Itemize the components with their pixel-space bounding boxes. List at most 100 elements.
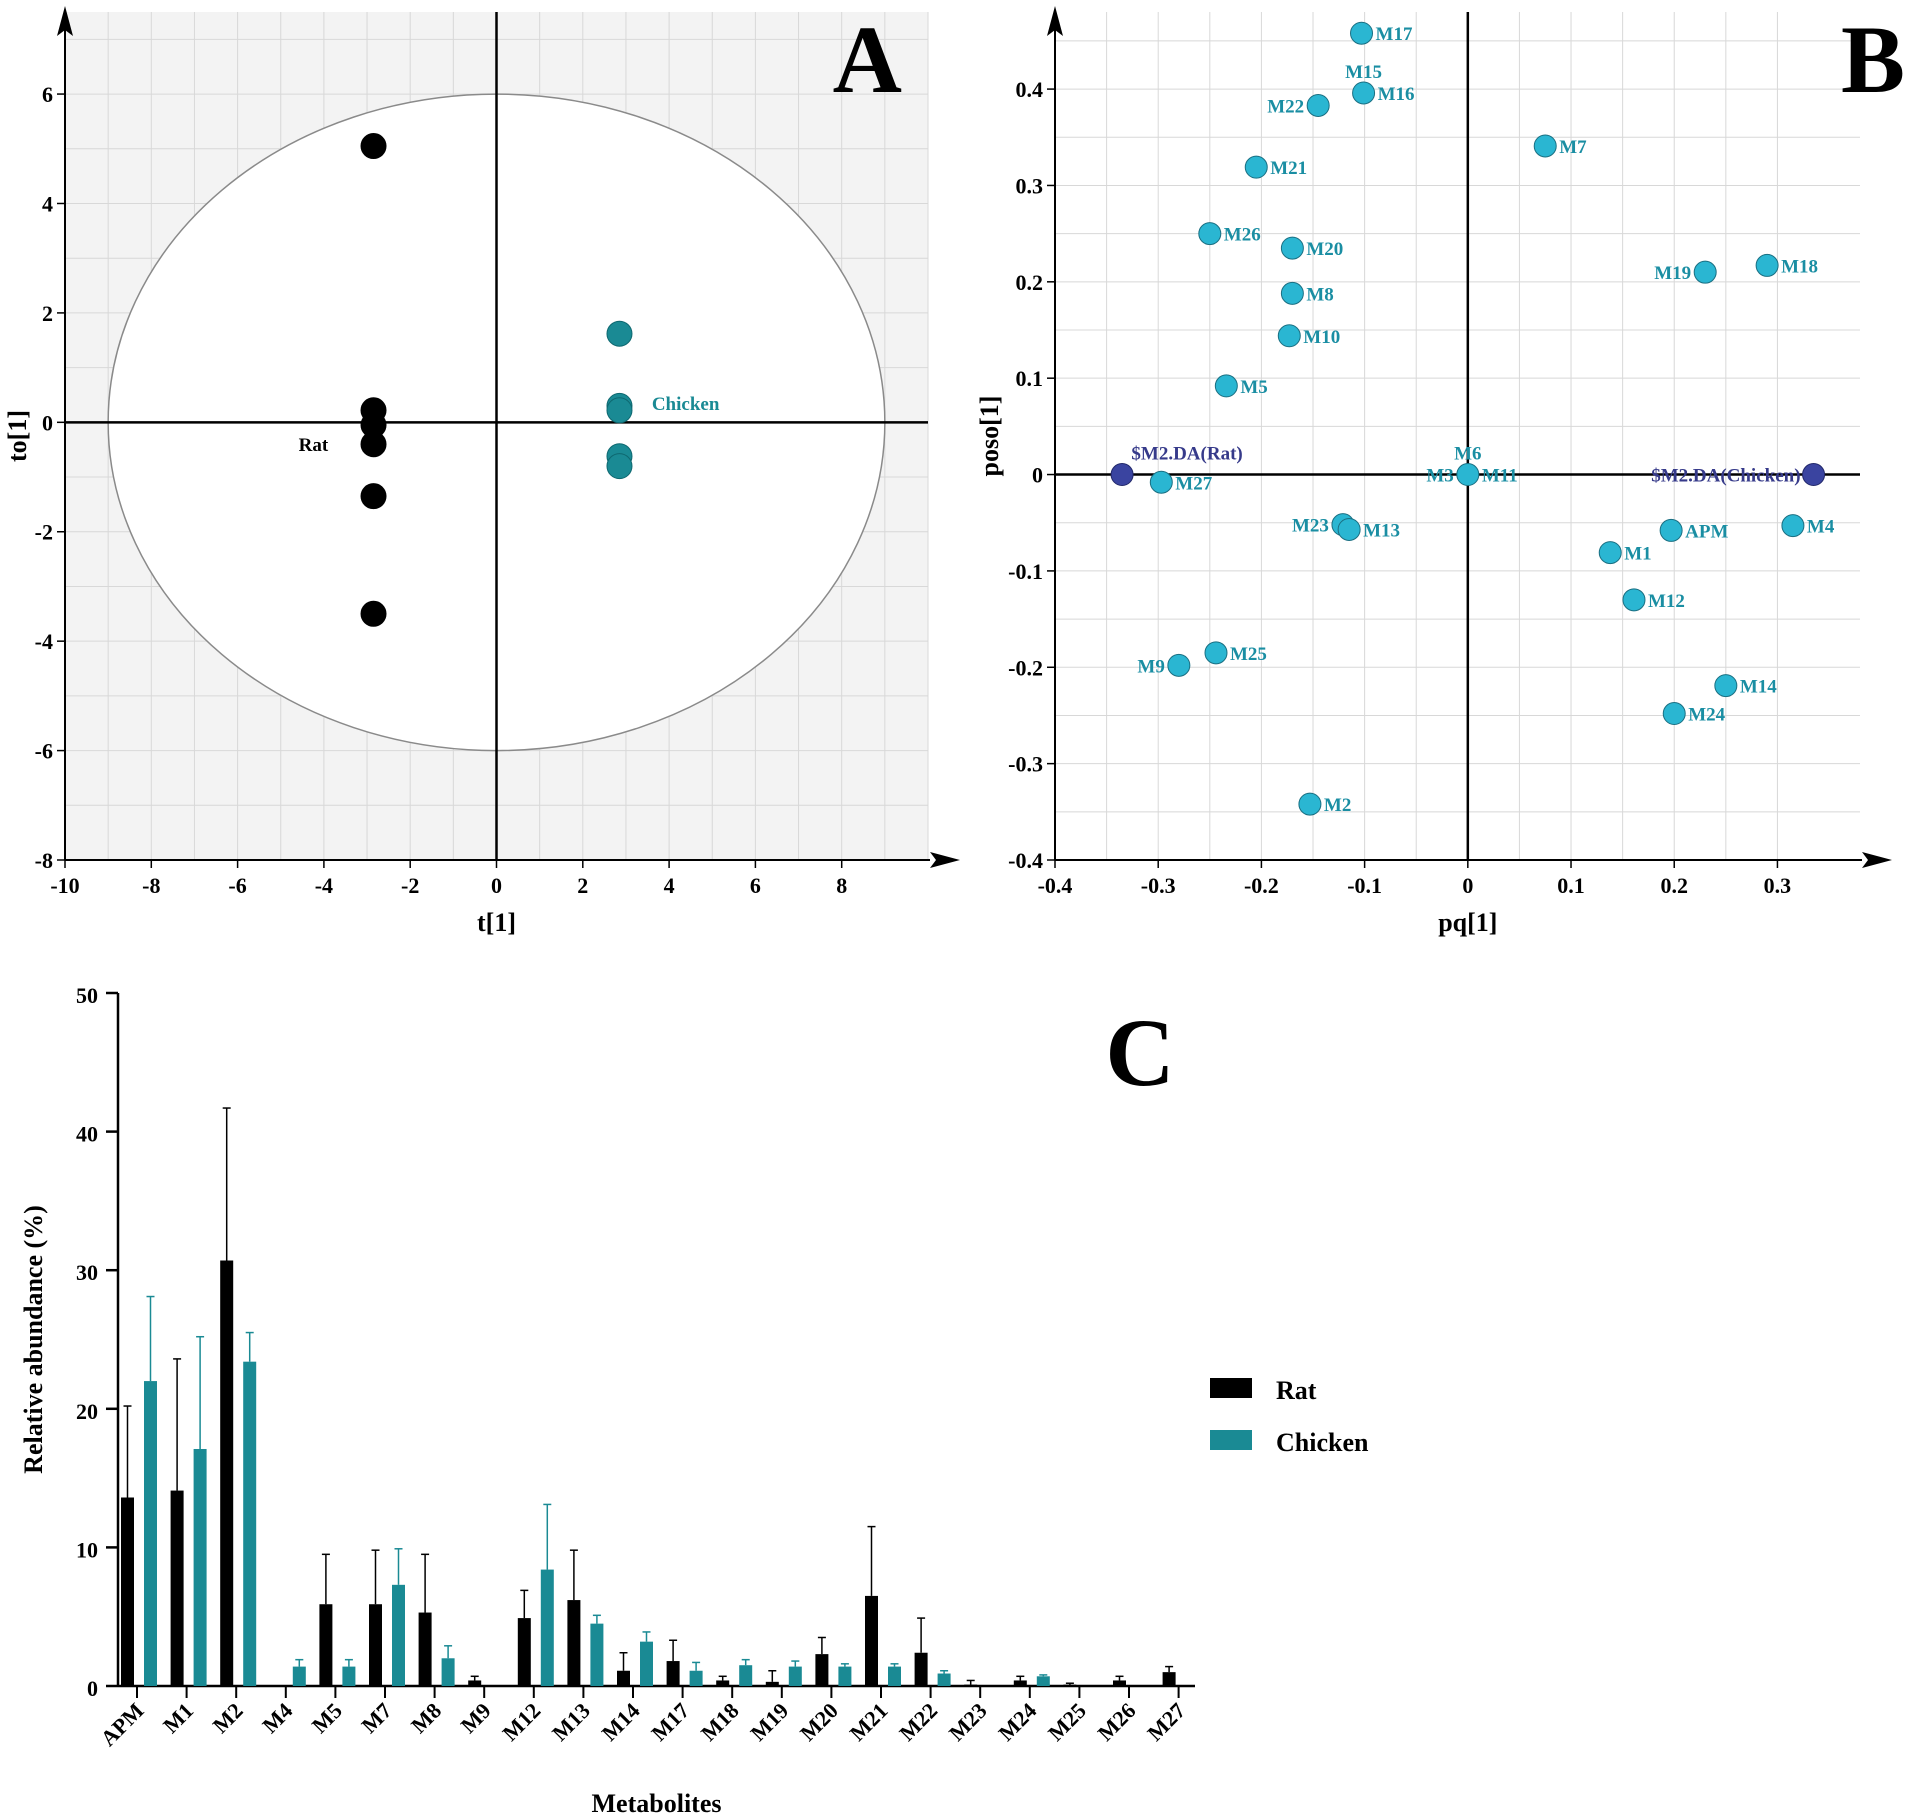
panel-a-letter: A	[833, 6, 902, 113]
rat-bar	[319, 1604, 333, 1686]
metabolite-point	[1277, 324, 1301, 348]
y-axis-title: Relative abundance (%)	[19, 1205, 48, 1474]
panel-b-letter: B	[1841, 6, 1905, 113]
x-tick-label: 0.3	[1764, 873, 1792, 898]
chicken-bar	[838, 1666, 852, 1686]
chicken-group-label: Chicken	[652, 394, 720, 415]
metabolite-label: M23	[1292, 516, 1329, 537]
category-label: M5	[307, 1698, 347, 1738]
metabolite-point	[1204, 641, 1228, 665]
rat-bar	[1063, 1684, 1077, 1686]
category-label: M13	[547, 1698, 595, 1746]
rat-bar	[369, 1604, 382, 1686]
rat-group-label: Rat	[299, 435, 329, 456]
rat-bar	[220, 1260, 234, 1686]
x-tick-label: 0.1	[1557, 873, 1585, 898]
category-label: M4	[257, 1698, 297, 1738]
category-label: M21	[845, 1698, 893, 1746]
metabolite-label: M6	[1454, 444, 1481, 465]
metabolite-label: M9	[1137, 656, 1164, 677]
chicken-bar	[788, 1666, 802, 1686]
y-tick-label: 6	[42, 82, 53, 107]
chicken-bar	[292, 1666, 306, 1686]
metabolite-point	[1693, 260, 1717, 284]
y-tick-label: 30	[76, 1260, 98, 1285]
metabolite-point	[1781, 514, 1805, 538]
chicken-bar	[144, 1381, 157, 1686]
rat-bar	[964, 1684, 978, 1686]
metabolite-point	[1456, 463, 1480, 487]
metabolite-label: M16	[1378, 84, 1415, 105]
x-tick-label: 2	[577, 873, 588, 898]
rat-bar	[170, 1490, 184, 1686]
metabolite-point	[1298, 792, 1322, 816]
metabolite-point	[1659, 518, 1683, 542]
chicken-bar	[193, 1448, 207, 1686]
metabolite-label: M10	[1303, 327, 1340, 348]
metabolite-point	[1280, 281, 1304, 305]
y-axis-arrow	[57, 6, 73, 36]
rat-sample-point	[360, 600, 387, 627]
metabolite-label: M22	[1267, 96, 1304, 117]
x-tick-label: -0.1	[1347, 873, 1382, 898]
class-da-label: $M2.DA(Chicken)	[1651, 466, 1800, 487]
y-tick-label: 0	[87, 1676, 98, 1701]
y-tick-label: 4	[42, 191, 53, 216]
rat-bar	[567, 1600, 581, 1686]
metabolite-point	[1280, 236, 1304, 260]
x-tick-label: -0.3	[1141, 873, 1176, 898]
metabolite-label: M5	[1240, 377, 1267, 398]
legend-label-chicken: Chicken	[1276, 1428, 1369, 1457]
category-label: M25	[1043, 1698, 1091, 1746]
x-tick-label: 6	[750, 873, 761, 898]
metabolite-point	[1755, 253, 1779, 277]
category-label: M23	[944, 1698, 992, 1746]
metabolite-point	[1714, 674, 1738, 698]
x-axis-arrow	[1862, 852, 1892, 868]
metabolite-label: M24	[1688, 705, 1725, 726]
category-label: M12	[497, 1698, 545, 1746]
x-tick-label: -0.4	[1038, 873, 1073, 898]
metabolite-label: M25	[1230, 644, 1267, 665]
category-label: M24	[993, 1698, 1041, 1746]
x-axis-title: pq[1]	[1438, 908, 1497, 937]
y-tick-label: 0.4	[1016, 77, 1044, 102]
chicken-bar	[640, 1641, 653, 1686]
rat-sample-point	[360, 483, 387, 510]
metabolite-label: M3	[1426, 466, 1453, 487]
metabolite-label: M27	[1175, 473, 1212, 494]
y-tick-label: 10	[76, 1537, 98, 1562]
class-da-point	[1802, 463, 1826, 487]
category-label: M20	[795, 1698, 843, 1746]
rat-bar	[1113, 1680, 1126, 1686]
rat-bar	[617, 1670, 630, 1686]
y-tick-label: -0.4	[1008, 848, 1043, 873]
metabolite-point	[1352, 81, 1376, 105]
chicken-bar	[540, 1569, 554, 1686]
rat-bar	[765, 1681, 779, 1686]
category-label: M19	[745, 1698, 793, 1746]
chicken-bar	[1036, 1676, 1050, 1686]
chicken-bar	[937, 1673, 951, 1686]
y-tick-label: -6	[35, 739, 53, 764]
metabolite-label: M19	[1654, 263, 1691, 284]
y-tick-label: -0.3	[1008, 752, 1043, 777]
metabolite-label: M7	[1559, 137, 1587, 158]
x-tick-label: 0	[1462, 873, 1473, 898]
metabolite-point	[1198, 222, 1222, 246]
chicken-bar	[243, 1361, 257, 1686]
metabolite-label: M17	[1376, 24, 1413, 45]
metabolite-point	[1149, 470, 1173, 494]
y-tick-label: 40	[76, 1122, 98, 1147]
metabolite-label: M15	[1345, 62, 1382, 83]
metabolite-label: M1	[1624, 544, 1651, 565]
y-tick-label: 0	[42, 410, 53, 435]
y-tick-label: -2	[35, 520, 53, 545]
chicken-bar	[739, 1665, 753, 1686]
rat-bar	[517, 1618, 531, 1686]
y-tick-label: 0.1	[1016, 366, 1044, 391]
x-tick-label: -4	[315, 873, 333, 898]
category-label: M7	[356, 1698, 396, 1738]
